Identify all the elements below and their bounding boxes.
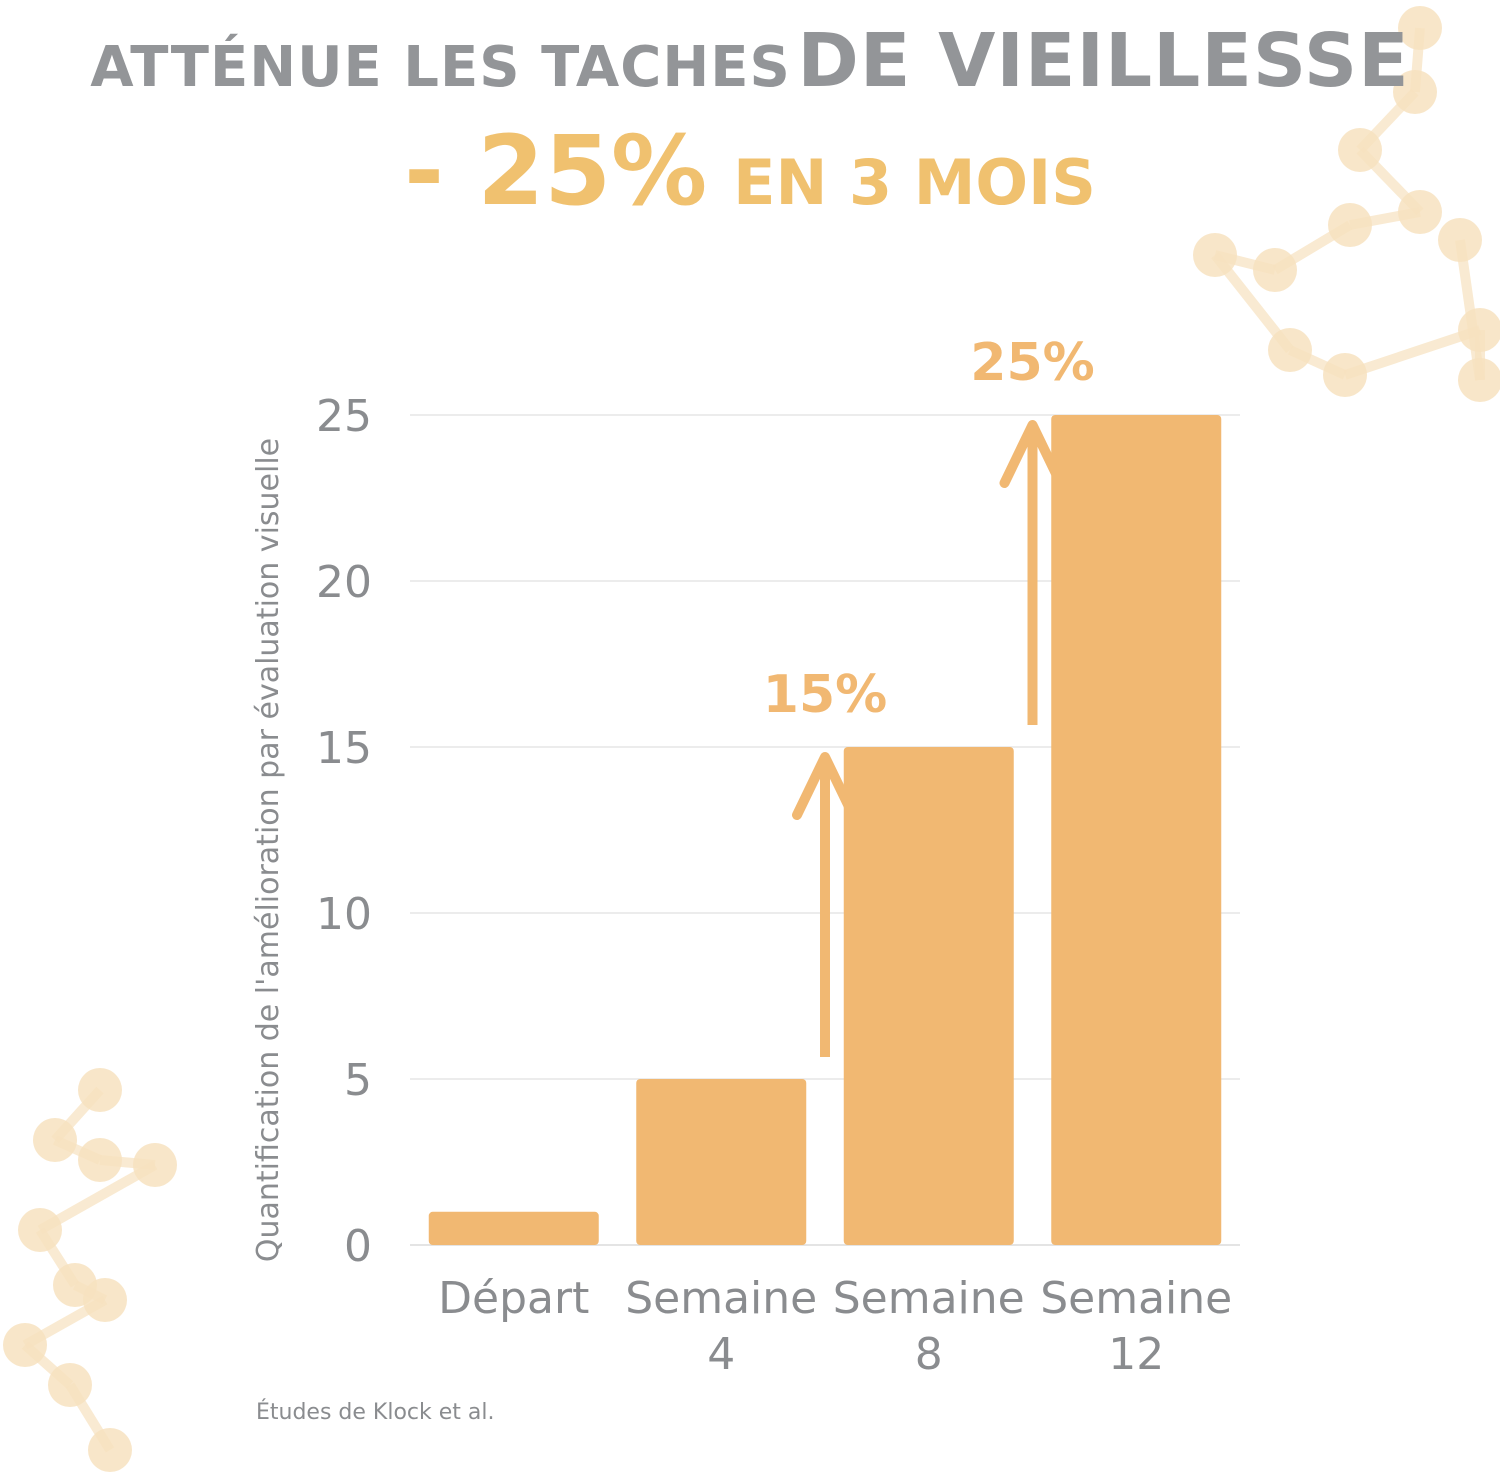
y-tick-label: 10 [316, 889, 372, 940]
molecule-atom [78, 1138, 122, 1182]
molecule-atom [1438, 218, 1482, 262]
molecule-atom [1398, 190, 1442, 234]
x-tick-label: Semaine [833, 1273, 1025, 1324]
molecule-atom [1253, 248, 1297, 292]
molecule-atom [48, 1363, 92, 1407]
molecule-atom [88, 1428, 132, 1472]
molecule-atom [1193, 233, 1237, 277]
bar [1051, 415, 1222, 1245]
molecule-atom [133, 1143, 177, 1187]
molecule-bond [1343, 325, 1482, 380]
y-tick-label: 0 [344, 1221, 372, 1272]
increase-arrow: 15% [763, 665, 887, 1057]
molecule-atom [1338, 128, 1382, 172]
x-tick-label: Départ [438, 1273, 589, 1324]
x-tick-label: Semaine [1040, 1273, 1232, 1324]
bar [843, 747, 1014, 1245]
molecule-cluster [1193, 6, 1500, 402]
y-axis-label: Quantification de l'amélioration par éva… [251, 438, 286, 1262]
footnote: Études de Klock et al. [256, 1400, 495, 1425]
subheadline-period: EN 3 MOIS [733, 146, 1096, 219]
x-tick-label: 4 [707, 1329, 735, 1380]
x-tick-label: 8 [915, 1329, 943, 1380]
molecule-atom [1328, 203, 1372, 247]
molecule-atom [3, 1323, 47, 1367]
molecule-atom [18, 1208, 62, 1252]
subheadline: - 25% EN 3 MOIS [0, 115, 1500, 227]
bar [636, 1079, 807, 1245]
arrow-head [792, 752, 858, 820]
molecule-atom [78, 1068, 122, 1112]
y-tick-label: 15 [316, 723, 372, 774]
increase-label: 25% [970, 333, 1094, 393]
x-tick-label: Semaine [625, 1273, 817, 1324]
y-tick-label: 25 [316, 391, 372, 442]
increase-arrow: 25% [970, 333, 1095, 725]
molecule-atom [1393, 70, 1437, 114]
bar [428, 1211, 599, 1245]
x-tick-label: 12 [1108, 1329, 1164, 1380]
headline: ATTÉNUE LES TACHES DE VIEILLESSE [0, 18, 1500, 104]
headline-light: ATTÉNUE LES TACHES [90, 35, 791, 100]
molecule-atom [33, 1118, 77, 1162]
molecule-atom [1268, 328, 1312, 372]
arrow-head [999, 420, 1066, 488]
molecule-atom [1458, 358, 1500, 402]
molecule-atom [1398, 6, 1442, 50]
molecule-bond [1455, 239, 1485, 381]
molecule-cluster [3, 1068, 177, 1472]
y-tick-label: 20 [316, 557, 372, 608]
molecule-atom [83, 1278, 127, 1322]
subheadline-percent: - 25% [404, 115, 708, 227]
y-tick-label: 5 [344, 1055, 372, 1106]
molecule-bond [37, 1160, 158, 1235]
molecule-atom [1458, 308, 1500, 352]
increase-label: 15% [763, 665, 887, 725]
headline-heavy: DE VIEILLESSE [797, 18, 1410, 104]
molecule-atom [1323, 353, 1367, 397]
